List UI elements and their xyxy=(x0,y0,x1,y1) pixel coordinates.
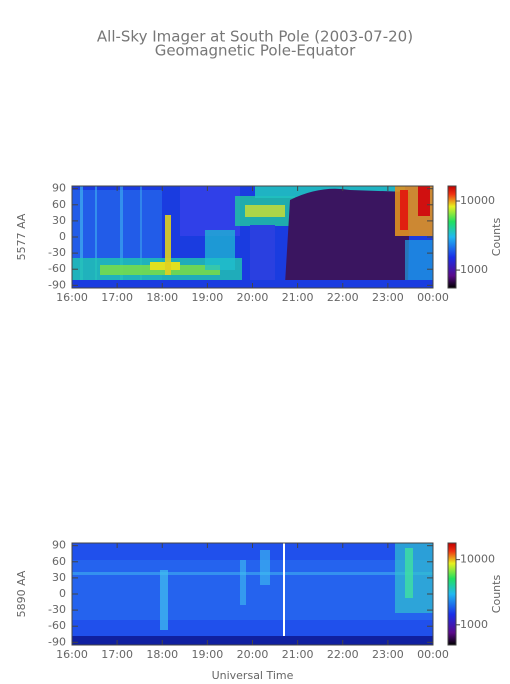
y-tick-label: -30 xyxy=(48,246,66,259)
y-tick-label: -90 xyxy=(48,278,66,291)
x-tick-label: 20:00 xyxy=(237,291,269,304)
colorbar xyxy=(448,186,456,288)
y-tick-label: 0 xyxy=(59,230,66,243)
y-tick-label: 60 xyxy=(52,198,66,211)
y-tick-label: 90 xyxy=(52,539,66,552)
colorbar-tick-label: 1000 xyxy=(460,263,488,276)
colorbar-tick-label: 10000 xyxy=(460,194,495,207)
x-tick-label: 21:00 xyxy=(282,648,314,661)
x-tick-label: 18:00 xyxy=(146,648,178,661)
y-tick-label: -90 xyxy=(48,635,66,648)
y-tick-label: 30 xyxy=(52,214,66,227)
y-tick-label: -30 xyxy=(48,603,66,616)
colorbar-tick-label: 10000 xyxy=(460,553,495,566)
colorbar-frame xyxy=(447,185,457,289)
chart-subtitle: Geomagnetic Pole-Equator xyxy=(155,42,356,60)
x-tick-label: 16:00 xyxy=(56,291,88,304)
x-tick-label: 23:00 xyxy=(372,648,404,661)
y-tick-label: 90 xyxy=(52,182,66,195)
y-tick-label: 30 xyxy=(52,571,66,584)
y-tick-label: -60 xyxy=(48,619,66,632)
colorbar-label: Counts xyxy=(490,218,503,257)
keogram-image xyxy=(72,543,433,645)
x-tick-label: 22:00 xyxy=(327,648,359,661)
x-tick-label: 23:00 xyxy=(372,291,404,304)
x-tick-label: 16:00 xyxy=(56,648,88,661)
x-tick-label: 19:00 xyxy=(192,648,224,661)
y-axis-label: 5890 AA xyxy=(15,570,28,617)
y-tick-label: 60 xyxy=(52,555,66,568)
x-tick-label: 22:00 xyxy=(327,291,359,304)
x-tick-label: 21:00 xyxy=(282,291,314,304)
colorbar-tick-label: 1000 xyxy=(460,618,488,631)
colorbar-frame xyxy=(447,542,457,646)
x-tick-label: 17:00 xyxy=(101,291,133,304)
colorbar-label: Counts xyxy=(490,575,503,614)
x-tick-label: 17:00 xyxy=(101,648,133,661)
keogram-image xyxy=(72,186,433,288)
x-axis-label: Universal Time xyxy=(212,669,294,680)
y-tick-label: -60 xyxy=(48,262,66,275)
x-tick-label: 18:00 xyxy=(146,291,178,304)
y-tick-label: 0 xyxy=(59,587,66,600)
x-tick-label: 19:00 xyxy=(192,291,224,304)
y-axis-label: 5577 AA xyxy=(15,213,28,260)
colorbar xyxy=(448,543,456,645)
x-tick-label: 00:00 xyxy=(417,291,449,304)
x-tick-label: 20:00 xyxy=(237,648,269,661)
x-tick-label: 00:00 xyxy=(417,648,449,661)
chart-title: All-Sky Imager at South Pole (2003-07-20… xyxy=(97,28,413,46)
